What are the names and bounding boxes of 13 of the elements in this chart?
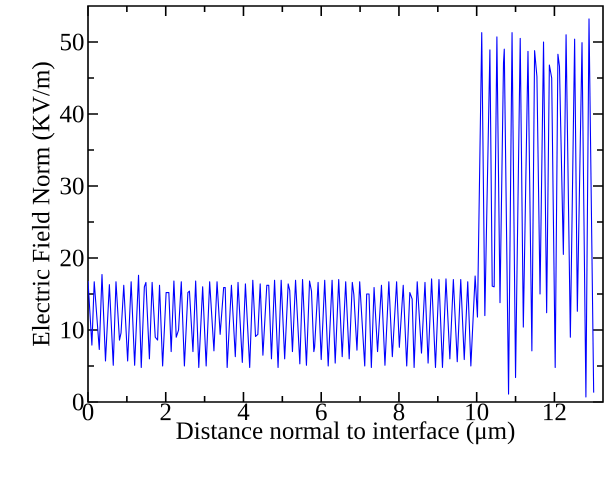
y-tick-label: 30 xyxy=(60,178,84,194)
y-axis-title: Electric Field Norm (KV/m) xyxy=(32,62,55,346)
x-tick-label: 6 xyxy=(316,404,327,420)
y-tick-label: 10 xyxy=(62,322,84,338)
x-tick-label: 4 xyxy=(238,404,250,420)
y-tick-label: 20 xyxy=(60,250,84,266)
x-tick-label: 8 xyxy=(394,404,404,420)
x-tick-label: 12 xyxy=(544,404,566,420)
y-tick-label: 40 xyxy=(60,106,84,122)
y-tick-label: 50 xyxy=(60,34,84,50)
x-axis-title: Distance normal to interface (μm) xyxy=(176,421,514,444)
x-tick-label: 2 xyxy=(160,404,171,420)
x-tick-label: 10 xyxy=(466,404,488,420)
